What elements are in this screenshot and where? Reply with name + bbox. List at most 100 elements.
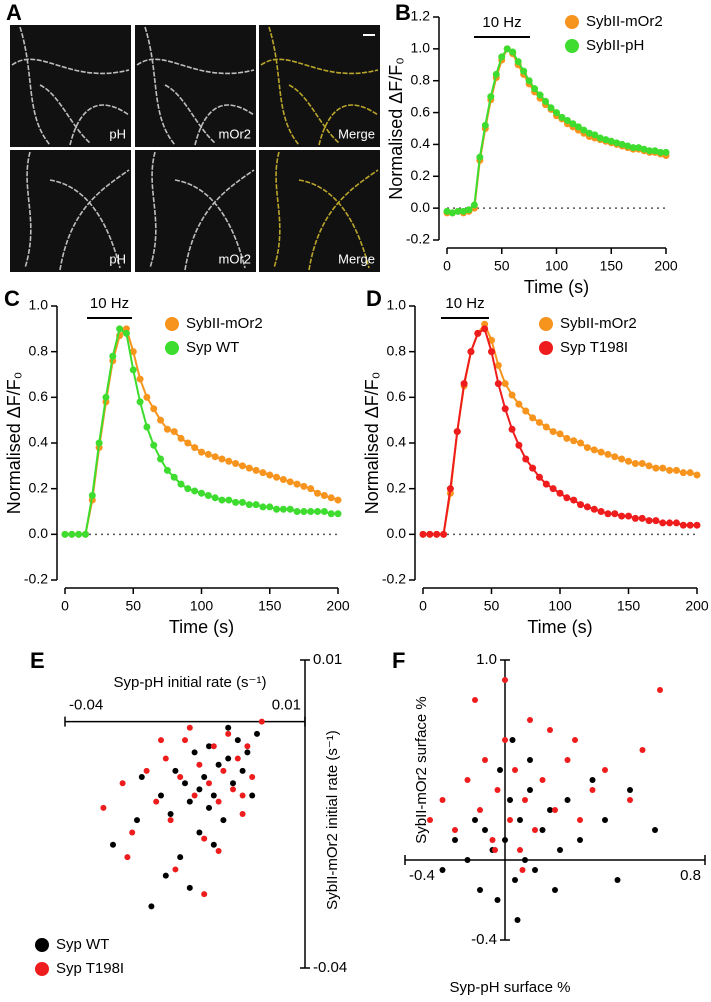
data-point [320, 508, 328, 515]
data-point [158, 737, 164, 744]
series-line [65, 327, 338, 536]
data-point [252, 466, 260, 474]
y-tick-label: 0.0 [411, 199, 431, 215]
data-point [286, 478, 294, 486]
data-point [639, 747, 646, 753]
data-point [547, 807, 553, 813]
data-point [191, 444, 199, 452]
data-point [129, 829, 136, 836]
y-tick-label: -0.2 [382, 571, 406, 587]
panel-label: D [366, 286, 382, 311]
x-tick-label: 100 [190, 598, 214, 614]
data-point [662, 148, 670, 156]
data-point [211, 494, 219, 502]
panel-label: E [30, 648, 45, 673]
data-point [210, 841, 217, 848]
data-point [138, 774, 145, 781]
data-point [184, 439, 192, 447]
legend-marker [35, 938, 49, 952]
legend-marker [165, 341, 179, 355]
x-tick-label: 0 [443, 258, 451, 274]
data-point [563, 117, 571, 125]
data-point [502, 737, 508, 743]
neurite [260, 26, 379, 146]
legend-label: Syp WT [56, 936, 109, 953]
data-point [215, 798, 222, 805]
data-point [314, 508, 322, 515]
data-point [225, 730, 232, 737]
data-point [569, 120, 577, 128]
data-point [266, 503, 274, 511]
data-point [172, 767, 179, 774]
x-tick-label: 200 [654, 258, 678, 274]
data-point [286, 505, 294, 513]
y-tick-label: 0.01 [313, 651, 342, 668]
data-point [532, 827, 538, 833]
data-point [481, 121, 489, 129]
data-point [604, 510, 612, 518]
data-point [220, 767, 227, 774]
data-point [638, 514, 646, 522]
data-point [574, 123, 582, 131]
data-point [602, 817, 608, 823]
data-point [552, 807, 558, 813]
data-point [249, 774, 256, 781]
data-point [556, 489, 564, 497]
data-point [143, 767, 150, 774]
data-point [245, 501, 253, 509]
y-axis-label: Normalised ΔF/F₀ [4, 372, 24, 515]
legend-marker [565, 15, 579, 29]
data-point [564, 797, 571, 803]
y-tick-label: 0.0 [29, 525, 49, 541]
data-point [307, 485, 315, 493]
image-label: pH [109, 126, 126, 141]
legend-label: SybII-mOr2 [560, 315, 637, 332]
data-point [167, 817, 174, 824]
data-point [162, 872, 169, 879]
data-point [693, 521, 701, 529]
y-tick-label: 0.2 [387, 479, 407, 495]
data-point [167, 811, 174, 817]
data-point [239, 811, 246, 817]
data-point [470, 201, 478, 209]
data-point [225, 755, 232, 762]
data-point [279, 505, 287, 513]
data-point [206, 743, 212, 750]
data-point [509, 737, 516, 743]
data-point [501, 380, 509, 388]
data-point [448, 209, 456, 217]
data-point [300, 482, 308, 490]
data-point [602, 136, 610, 144]
data-point [535, 473, 543, 481]
data-point [502, 837, 508, 843]
data-point [258, 718, 265, 725]
data-point [532, 867, 538, 873]
data-point [629, 144, 637, 152]
x-axis-label: Syp-pH initial rate (s⁻¹) [114, 674, 267, 691]
data-point [597, 508, 605, 515]
data-point [515, 441, 523, 449]
data-point [625, 512, 632, 520]
data-point [454, 207, 462, 215]
data-point [659, 464, 667, 472]
data-point [201, 891, 208, 898]
data-point [525, 77, 533, 85]
data-point [186, 724, 193, 731]
data-point [481, 325, 489, 333]
y-tick-label: 0.6 [29, 388, 49, 404]
data-point [244, 743, 251, 750]
data-point [583, 503, 591, 511]
data-point [607, 137, 615, 145]
data-point [645, 517, 653, 525]
data-point [177, 774, 184, 781]
y-tick-label: -0.04 [313, 959, 347, 976]
data-point [232, 460, 240, 468]
y-tick-label: 0.0 [387, 525, 407, 541]
data-point [514, 58, 522, 66]
data-point [191, 792, 198, 799]
x-tick-label: 0.01 [272, 697, 301, 714]
data-point [266, 471, 274, 479]
data-point [489, 837, 496, 843]
data-point [666, 519, 674, 527]
